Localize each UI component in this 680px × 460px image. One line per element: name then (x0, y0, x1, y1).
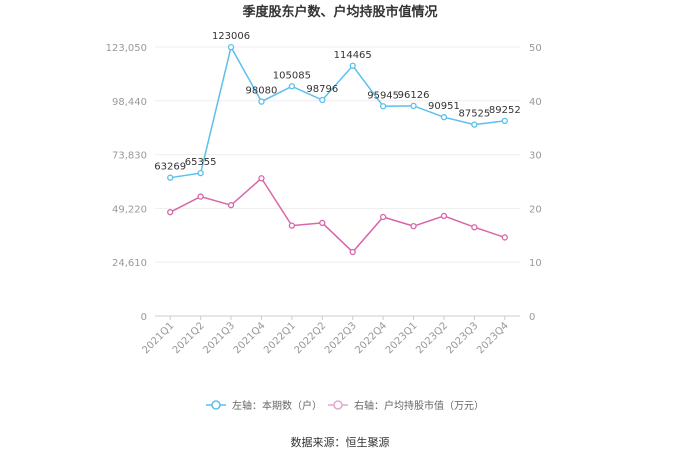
data-point[interactable] (288, 222, 296, 229)
x-tick-label: 2021Q2 (171, 320, 207, 356)
source-note: 数据来源：恒生聚源 (291, 435, 390, 449)
data-point[interactable] (319, 219, 326, 227)
data-label: 87525 (458, 109, 490, 120)
data-point[interactable] (379, 213, 387, 221)
legend-label-left: 左轴：本期数（户） (232, 399, 322, 412)
legend-item-right[interactable]: 右轴：户均持股市值（万元） (328, 399, 484, 412)
data-point[interactable] (227, 202, 235, 209)
series-line-0 (170, 45, 505, 179)
data-point[interactable] (258, 175, 265, 182)
left-tick-label: 123,050 (106, 43, 147, 54)
legend-marker-right (333, 400, 343, 410)
chart-title: 季度股东户数、户均持股市值情况 (241, 4, 437, 20)
left-tick-label: 49,220 (112, 204, 147, 215)
legend-item-left[interactable]: 左轴：本期数（户） (206, 399, 322, 412)
data-label: 95945 (367, 90, 399, 101)
data-label: 123006 (212, 31, 250, 42)
data-point[interactable] (440, 114, 448, 121)
x-tick-label: 2021Q3 (201, 320, 237, 356)
left-tick-label: 0 (141, 312, 147, 323)
data-label: 98796 (306, 84, 338, 95)
data-point[interactable] (410, 102, 417, 110)
data-point[interactable] (319, 96, 326, 104)
data-point[interactable] (471, 121, 478, 128)
data-point[interactable] (167, 174, 174, 181)
left-tick-label: 73,830 (112, 151, 147, 162)
x-tick-label: 2021Q1 (140, 320, 176, 356)
data-label: 98080 (246, 86, 278, 97)
right-tick-label: 10 (529, 258, 542, 269)
x-tick-label: 2023Q3 (445, 320, 481, 356)
left-axis-ticks: 0 24,610 49,220 73,830 98,440 123,050 (106, 43, 147, 323)
right-tick-label: 30 (529, 151, 542, 162)
data-point[interactable] (501, 117, 508, 125)
right-tick-label: 20 (529, 204, 542, 215)
data-point[interactable] (349, 248, 356, 256)
grid-lines (155, 46, 520, 317)
x-tick-label: 2023Q2 (414, 320, 450, 356)
series-line-1 (169, 177, 506, 254)
data-label: 96126 (398, 90, 430, 101)
data-point[interactable] (379, 103, 387, 110)
data-point[interactable] (197, 193, 204, 200)
x-axis-ticks: 2021Q12021Q22021Q32021Q42022Q12022Q22022… (140, 316, 511, 356)
data-point[interactable] (227, 43, 235, 51)
data-point[interactable] (501, 234, 508, 241)
data-point[interactable] (197, 169, 204, 177)
data-label: 90951 (428, 101, 460, 112)
data-point[interactable] (349, 62, 356, 69)
right-axis-ticks: 0 10 20 30 40 50 (529, 43, 542, 323)
x-tick-label: 2023Q1 (384, 320, 420, 356)
data-point[interactable] (288, 83, 296, 90)
series-layer (167, 43, 508, 256)
data-label: 105085 (273, 70, 311, 81)
x-tick-label: 2023Q4 (475, 320, 511, 356)
data-point[interactable] (440, 212, 448, 220)
x-tick-label: 2022Q2 (293, 320, 329, 356)
left-tick-label: 98,440 (112, 97, 147, 108)
right-tick-label: 0 (529, 312, 535, 323)
data-label: 63269 (154, 162, 186, 173)
x-tick-label: 2021Q4 (232, 320, 268, 356)
data-point[interactable] (167, 209, 174, 216)
data-point[interactable] (258, 98, 265, 105)
right-tick-label: 50 (529, 43, 542, 54)
data-point[interactable] (410, 223, 417, 230)
legend-label-right: 右轴：户均持股市值（万元） (354, 399, 484, 412)
right-tick-label: 40 (529, 97, 542, 108)
data-label: 65355 (185, 157, 217, 168)
x-tick-label: 2022Q4 (353, 320, 389, 356)
legend: 左轴：本期数（户） 右轴：户均持股市值（万元） (206, 399, 484, 412)
x-tick-label: 2022Q3 (323, 320, 359, 356)
left-tick-label: 24,610 (112, 258, 147, 269)
data-label: 114465 (334, 50, 372, 61)
x-tick-label: 2022Q1 (262, 320, 298, 356)
data-point[interactable] (471, 224, 478, 231)
data-label: 89252 (489, 105, 521, 116)
legend-marker-left (211, 400, 221, 410)
